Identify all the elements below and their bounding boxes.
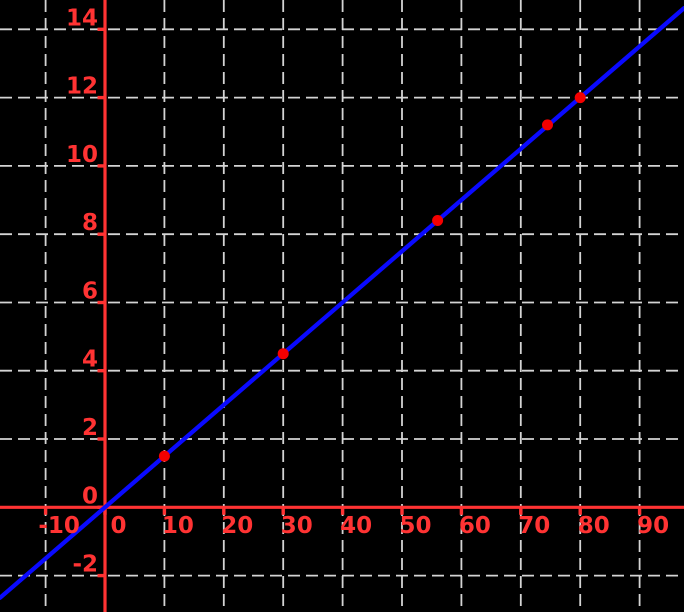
data-point xyxy=(277,348,289,360)
data-point xyxy=(158,450,170,462)
y-tick-label: -2 xyxy=(72,552,98,578)
x-tick-label: 80 xyxy=(578,513,610,539)
x-tick-label: 60 xyxy=(459,513,491,539)
x-tick-label: 40 xyxy=(340,513,372,539)
y-tick-label: 4 xyxy=(82,347,98,373)
y-tick-label: 6 xyxy=(82,279,98,305)
x-tick-label: 50 xyxy=(399,513,431,539)
x-tick-label: 30 xyxy=(281,513,313,539)
x-tick-label: 10 xyxy=(162,513,194,539)
trend-line xyxy=(0,5,684,600)
y-tick-label: 10 xyxy=(66,142,98,168)
data-point xyxy=(432,215,444,226)
x-tick-label: -10 xyxy=(38,513,80,539)
x-tick-label: 90 xyxy=(637,513,669,539)
y-tick-label: 12 xyxy=(66,74,98,100)
x-tick-label: 0 xyxy=(110,513,126,539)
y-tick-label: 14 xyxy=(66,5,98,31)
x-tick-label: 70 xyxy=(518,513,550,539)
data-point xyxy=(574,92,586,104)
data-point xyxy=(542,119,553,131)
y-tick-label: 2 xyxy=(82,415,98,441)
y-tick-label: 8 xyxy=(82,210,98,236)
y-tick-label: 0 xyxy=(82,483,98,509)
x-tick-label: 20 xyxy=(221,513,253,539)
